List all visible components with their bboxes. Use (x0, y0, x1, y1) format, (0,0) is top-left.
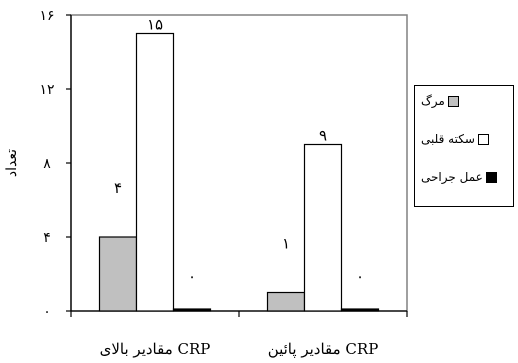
data-label: ۰ (188, 267, 196, 285)
bar (98, 236, 138, 312)
y-tick-label: ۱۶ (39, 8, 54, 24)
bar (135, 32, 175, 312)
legend-item-death: مرگ (421, 94, 459, 108)
data-label: ۹ (319, 127, 327, 145)
y-tick-label: ۱۲ (39, 82, 54, 98)
y-tick-label: ۴ (43, 230, 51, 246)
data-label: ۱۵ (147, 16, 163, 34)
bar (172, 308, 212, 312)
bar (266, 291, 306, 312)
legend-swatch-heart-attack (477, 133, 489, 145)
bar (340, 308, 380, 312)
data-label: ۱ (282, 235, 290, 253)
legend-swatch-surgery (485, 171, 497, 183)
data-label: ۰ (356, 267, 364, 285)
plot-area: ۰ ۴ ۸ ۱۲ ۱۶ تعداد ۴ ۱۵ ۰ مقادیر بالای CRP ۱ ۹ ۰ مقادی… (4, 8, 408, 358)
legend-label-heart-attack: سکته قلبی (421, 132, 475, 146)
legend-item-surgery: عمل جراحی (421, 170, 497, 184)
legend: مرگ سکته قلبی عمل جراحی (414, 85, 514, 207)
x-tick-label: مقادیر پائین CRP (268, 340, 379, 358)
legend-item-heart-attack: سکته قلبی (421, 132, 489, 146)
bar (303, 143, 343, 312)
x-tick-label: مقادیر بالای CRP (100, 340, 211, 358)
y-axis-label: تعداد (4, 149, 20, 177)
legend-swatch-death (447, 95, 459, 107)
legend-label-death: مرگ (421, 94, 445, 108)
y-tick-label: ۸ (43, 156, 51, 172)
legend-label-surgery: عمل جراحی (421, 170, 483, 184)
data-label: ۴ (114, 179, 122, 197)
y-tick-label: ۰ (43, 304, 51, 320)
